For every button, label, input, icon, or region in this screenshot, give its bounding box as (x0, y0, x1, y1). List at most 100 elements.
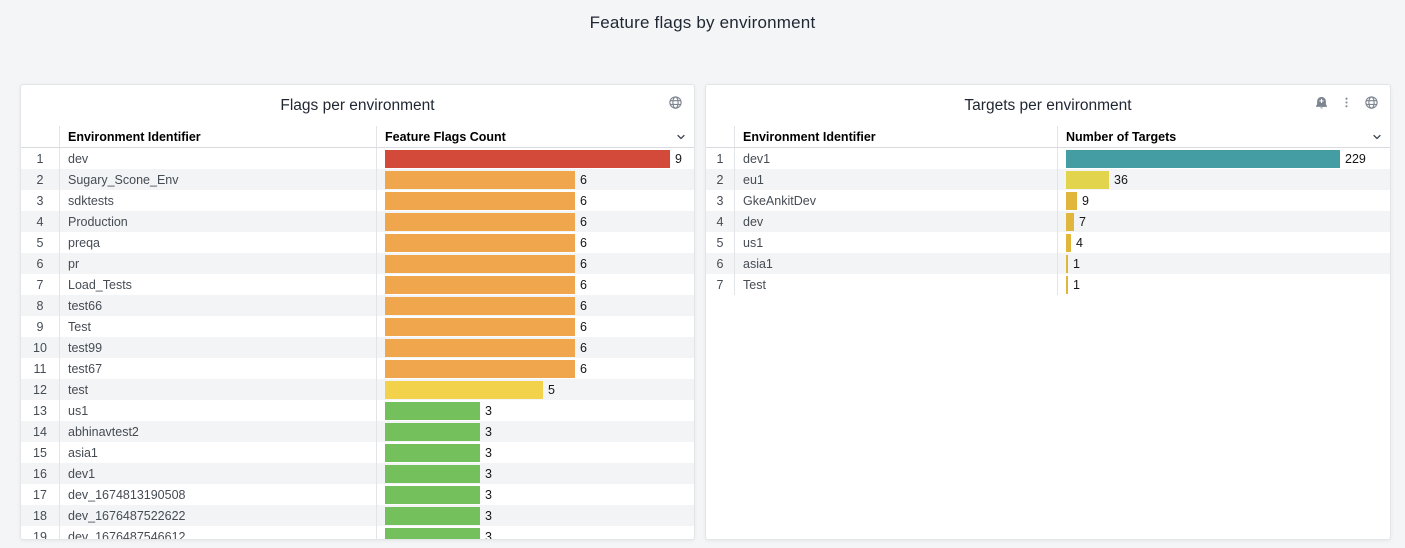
row-index: 3 (716, 193, 724, 208)
environment-identifier-cell: dev (59, 148, 376, 169)
row-index: 14 (33, 424, 47, 439)
bar-gauge (1066, 212, 1074, 231)
bar-gauge (385, 506, 480, 525)
value-cell: 6 (376, 358, 694, 379)
table-row: 9 Test 6 (21, 316, 694, 337)
environment-identifier-cell: test67 (59, 358, 376, 379)
value-cell: 3 (376, 484, 694, 505)
value-cell: 6 (376, 316, 694, 337)
panel-title[interactable]: Flags per environment (280, 96, 435, 114)
kebab-menu-icon[interactable] (1340, 96, 1353, 109)
table-row: 11 test67 6 (21, 358, 694, 379)
value-cell: 7 (1057, 211, 1390, 232)
table-row: 15 asia1 3 (21, 442, 694, 463)
environment-identifier-cell: preqa (59, 232, 376, 253)
table-row: 18 dev_1676487522622 3 (21, 505, 694, 526)
bar-gauge (385, 464, 480, 483)
column-header-environment-identifier[interactable]: Environment Identifier (59, 126, 376, 147)
bar-gauge (385, 275, 575, 294)
bar-value-label: 3 (485, 424, 492, 439)
bar-value-label: 4 (1076, 235, 1083, 250)
row-index: 1 (36, 151, 44, 166)
bar-value-label: 1 (1073, 256, 1080, 271)
table-row: 17 dev_1674813190508 3 (21, 484, 694, 505)
row-index: 17 (33, 487, 47, 502)
environment-identifier-cell: dev (734, 211, 1057, 232)
environment-identifier-cell: us1 (734, 232, 1057, 253)
bar-gauge (385, 212, 575, 231)
table-row: 4 Production 6 (21, 211, 694, 232)
column-header-number-of-targets[interactable]: Number of Targets (1066, 129, 1177, 144)
bar-gauge (385, 149, 670, 168)
value-cell: 3 (376, 400, 694, 421)
bar-value-label: 6 (580, 193, 587, 208)
bar-value-label: 6 (580, 298, 587, 313)
environment-identifier-cell: asia1 (59, 442, 376, 463)
value-cell: 36 (1057, 169, 1390, 190)
value-cell: 6 (376, 274, 694, 295)
bar-value-label: 36 (1114, 172, 1128, 187)
bar-value-label: 1 (1073, 277, 1080, 292)
table-row: 7 Test 1 (706, 274, 1390, 295)
table-row: 5 us1 4 (706, 232, 1390, 253)
bar-gauge (1066, 254, 1068, 273)
environment-identifier-cell: dev_1674813190508 (59, 484, 376, 505)
table-row: 2 Sugary_Scone_Env 6 (21, 169, 694, 190)
environment-identifier-cell: test66 (59, 295, 376, 316)
bar-value-label: 9 (1082, 193, 1089, 208)
value-cell: 3 (376, 421, 694, 442)
row-index: 4 (716, 214, 724, 229)
environment-identifier-cell: dev_1676487522622 (59, 505, 376, 526)
environment-identifier-cell: GkeAnkitDev (734, 190, 1057, 211)
bar-gauge (385, 485, 480, 504)
table-row: 8 test66 6 (21, 295, 694, 316)
table-row: 1 dev 9 (21, 148, 694, 169)
table-body: 1 dev 9 2 Sugary_Scone_Env 6 3 sdktests 6 4 Produc… (21, 148, 694, 539)
table-row: 2 eu1 36 (706, 169, 1390, 190)
globe-icon[interactable] (668, 95, 683, 110)
bar-gauge (385, 401, 480, 420)
panel-flags-per-environment: Flags per environment Environment Identi… (20, 84, 695, 540)
environment-identifier-cell: sdktests (59, 190, 376, 211)
chevron-down-icon[interactable] (1371, 131, 1383, 143)
bar-gauge (1066, 275, 1068, 294)
row-index: 12 (33, 382, 47, 397)
panel-targets-per-environment: Targets per environment (705, 84, 1391, 540)
table-row: 19 dev_1676487546612 3 (21, 526, 694, 539)
bar-value-label: 6 (580, 214, 587, 229)
row-index: 7 (36, 277, 44, 292)
dashboard-title: Feature flags by environment (589, 13, 816, 32)
table-row: 12 test 5 (21, 379, 694, 400)
value-cell: 1 (1057, 274, 1390, 295)
row-index: 13 (33, 403, 47, 418)
table-body: 1 dev1 229 2 eu1 36 3 GkeAnkitDev 9 4 dev 7 5 us1 4 6 as… (706, 148, 1390, 295)
column-header-feature-flags-count[interactable]: Feature Flags Count (385, 129, 506, 144)
value-cell: 1 (1057, 253, 1390, 274)
chevron-down-icon[interactable] (675, 131, 687, 143)
environment-identifier-cell: dev1 (59, 463, 376, 484)
row-index: 3 (36, 193, 44, 208)
row-index: 5 (716, 235, 724, 250)
panel-title[interactable]: Targets per environment (964, 96, 1132, 114)
bar-gauge (385, 380, 543, 399)
value-cell: 3 (376, 463, 694, 484)
table-row: 5 preqa 6 (21, 232, 694, 253)
bar-value-label: 3 (485, 403, 492, 418)
panel-header-icons (1314, 95, 1379, 110)
value-cell: 6 (376, 295, 694, 316)
alert-bell-plus-icon[interactable] (1314, 95, 1329, 110)
row-index: 2 (716, 172, 724, 187)
bar-gauge (385, 443, 480, 462)
bar-value-label: 6 (580, 361, 587, 376)
column-header-environment-identifier[interactable]: Environment Identifier (734, 126, 1057, 147)
bar-value-label: 6 (580, 256, 587, 271)
environment-identifier-cell: abhinavtest2 (59, 421, 376, 442)
bar-value-label: 6 (580, 172, 587, 187)
row-index: 16 (33, 466, 47, 481)
row-index: 10 (33, 340, 47, 355)
environment-identifier-cell: dev_1676487546612 (59, 526, 376, 539)
globe-icon[interactable] (1364, 95, 1379, 110)
value-cell: 3 (376, 526, 694, 539)
bar-value-label: 7 (1079, 214, 1086, 229)
